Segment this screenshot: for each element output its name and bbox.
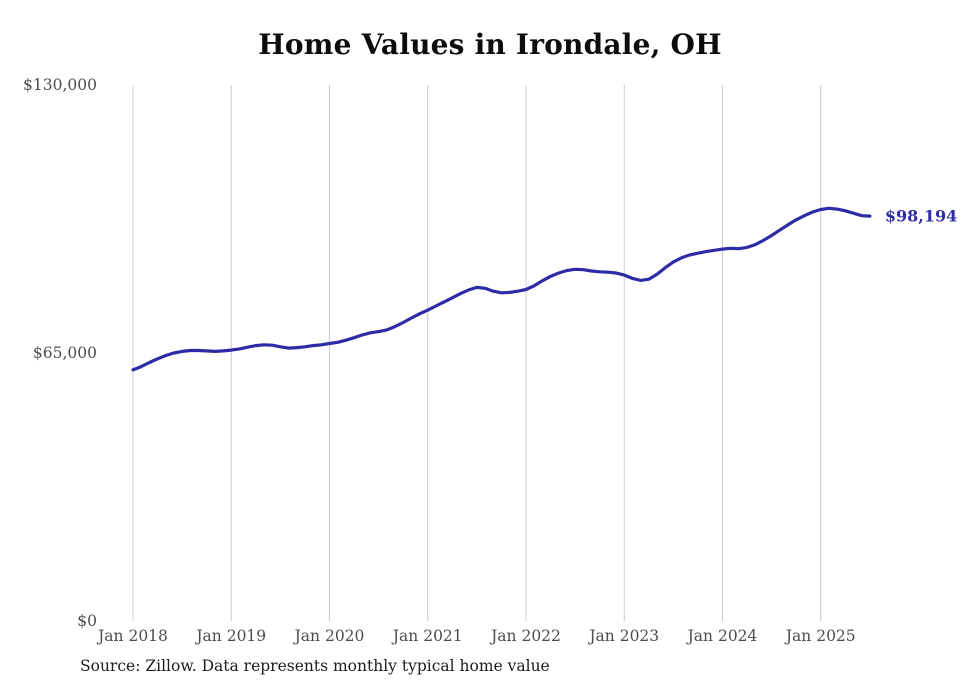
home-value-series-line	[131, 206, 872, 372]
x-axis-tick-label: Jan 2019	[194, 627, 266, 645]
latest-value-label: $98,194	[885, 207, 957, 226]
x-axis-tick-label: Jan 2020	[293, 627, 365, 645]
source-note: Source: Zillow. Data represents monthly …	[80, 657, 550, 675]
y-axis-tick-label: $65,000	[33, 344, 97, 362]
x-axis-tick-label: Jan 2022	[489, 627, 561, 645]
x-axis-tick-label: Jan 2021	[391, 627, 463, 645]
chart-title: Home Values in Irondale, OH	[258, 28, 722, 61]
x-axis-tick-label: Jan 2018	[96, 627, 168, 645]
x-axis-tick-label: Jan 2024	[686, 627, 758, 645]
x-axis-tick-label: Jan 2023	[587, 627, 659, 645]
y-axis-tick-label: $0	[77, 612, 97, 630]
y-axis-tick-label: $130,000	[23, 76, 97, 94]
x-axis-tick-label: Jan 2025	[784, 627, 856, 645]
